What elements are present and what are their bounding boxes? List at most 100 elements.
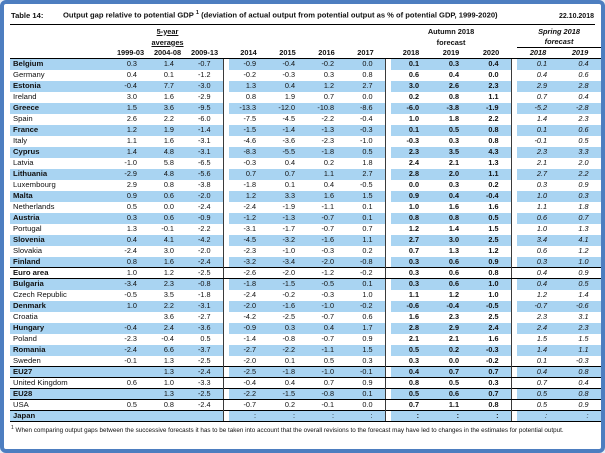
value-cell: 2.2 [163, 114, 174, 124]
value-cell: -2.6 [229, 267, 269, 280]
value-cell: 1.6 [149, 256, 186, 268]
column-group-separator [384, 58, 392, 70]
column-group-separator [384, 399, 392, 411]
column-group-separator [222, 234, 230, 246]
value-cell [112, 366, 149, 379]
value-cell: -0.5 [471, 300, 512, 312]
value-cell: -4.2 [186, 234, 224, 246]
value-cell: 0.4 [559, 58, 601, 70]
value-cell: -0.7 [517, 300, 560, 312]
row-label: Japan [10, 410, 112, 423]
value-cell: 3.4 [517, 234, 560, 246]
value-cell: -0.4 [268, 58, 308, 70]
value-cell: -2.5 [186, 267, 224, 280]
column-group-separator [222, 223, 230, 235]
value-cell: 0.2 [284, 400, 296, 410]
value-cell: -1.5 [229, 124, 269, 136]
column-group-separator [510, 212, 518, 224]
group-averages-label-2: averages [151, 37, 184, 47]
value-cell: 0.5 [323, 355, 335, 365]
value-cell: 0.5 [517, 388, 560, 401]
column-group-separator [222, 366, 230, 379]
value-cell: -1.5 [268, 388, 308, 401]
value-cell: 1.2 [149, 267, 186, 280]
value-cell: 0.8 [431, 212, 472, 224]
value-cell: -3.2 [268, 234, 308, 246]
value-cell: 0.9 [559, 179, 601, 191]
footnote: 1 When comparing output gaps between the… [11, 425, 564, 435]
value-cell [149, 410, 186, 423]
table-row: EU28 1.3 -2.5 -2.2 -1.5 -0.8 0.1 0.5 0.6 0.7 0.5 0.… [10, 388, 601, 401]
value-cell: 0.7 [323, 92, 335, 102]
row-label: Latvia [13, 158, 34, 168]
column-group-separator [384, 91, 392, 103]
value-cell: 3.3 [268, 190, 308, 202]
value-cell: 0.4 [517, 366, 560, 379]
value-cell: 0.5 [471, 212, 512, 224]
column-group-separator [384, 300, 392, 312]
value-cell: 4.1 [149, 234, 186, 246]
value-cell: 1.0 [517, 190, 560, 202]
column-group-separator [384, 322, 392, 334]
value-cell: 0.3 [391, 278, 432, 290]
value-cell: 0.4 [126, 70, 137, 80]
row-label: Italy [13, 136, 28, 146]
row-label: Greece [10, 102, 112, 114]
value-cell: : [471, 410, 512, 423]
value-cell: 2.7 [517, 168, 560, 180]
column-group-separator [384, 190, 392, 202]
column-group-separator [510, 289, 518, 301]
value-cell: -2.4 [243, 290, 257, 300]
column-group-separator [384, 80, 392, 92]
row-label: USA [13, 400, 29, 410]
value-cell: -3.8 [197, 180, 211, 190]
value-cell: -1.0 [282, 246, 296, 256]
value-cell: -2.0 [268, 267, 308, 280]
value-cell: -0.9 [229, 322, 269, 334]
table-row: Portugal 1.3 -0.1 -2.2 -3.1 -1.7 -0.7 0.7 1.2 1.4… [10, 223, 601, 235]
value-cell: 0.3 [362, 355, 373, 365]
col-2004-08: 2004-08 [149, 47, 186, 60]
value-cell: 0.6 [517, 212, 560, 224]
value-cell: 0.7 [323, 378, 335, 388]
value-cell: 1.0 [163, 378, 174, 388]
value-cell: 1.3 [126, 224, 137, 234]
value-cell: 0.1 [517, 124, 560, 136]
value-cell: 2.3 [536, 312, 548, 322]
column-group-separator [384, 245, 392, 257]
value-cell: -0.3 [471, 344, 512, 356]
column-group-separator [222, 168, 230, 180]
column-group-separator [384, 102, 392, 114]
value-cell: 2.4 [149, 322, 186, 334]
table-row: Romania -2.4 6.6 -3.7 -2.7 -2.2 -1.1 1.5 0.5 0.2-… [10, 344, 601, 356]
row-label: Denmark [10, 300, 112, 312]
column-group-separator [510, 278, 518, 290]
value-cell: -1.5 [268, 278, 308, 290]
table-row: USA 0.5 0.8 -2.4 -0.7 0.2 -0.1 0.0 0.7 1.1 0.8 0.5 0… [10, 399, 601, 411]
table-row: EU27 1.3 -2.4 -2.5 -1.8 -1.0 -0.1 0.4 0.7 0.7 0.4 0… [10, 366, 601, 379]
column-group-separator [510, 80, 518, 92]
value-cell: 2.0 [559, 157, 601, 169]
column-group-separator [222, 113, 230, 125]
value-cell: 0.4 [284, 378, 296, 388]
group-spring-label-2: forecast [544, 37, 574, 47]
row-label: Poland [13, 334, 37, 344]
value-cell: 3.3 [559, 146, 601, 158]
value-cell: 1.1 [448, 400, 460, 410]
table-row: Hungary -0.4 2.4 -3.6 -0.9 0.3 0.4 1.7 2.8 2.9 2.4… [10, 322, 601, 334]
value-cell: 1.9 [149, 124, 186, 136]
table-row: Netherlands 0.5 0.0 -2.4 -2.4 -1.9 -1.1 0.1 1.0 1… [10, 201, 601, 213]
value-cell: 4.1 [559, 234, 601, 246]
publication-date: 22.10.2018 [558, 12, 594, 20]
value-cell: -0.2 [282, 290, 296, 300]
value-cell: 0.2 [323, 158, 335, 168]
value-cell: 2.7 [346, 80, 386, 92]
value-cell: 0.6 [559, 69, 601, 81]
value-cell: 0.7 [536, 92, 548, 102]
value-cell: 1.8 [362, 158, 373, 168]
value-cell: -0.8 [186, 278, 224, 290]
value-cell: -0.3 [406, 136, 420, 146]
col-spring-2018: 2018 [517, 47, 560, 60]
value-cell: -3.4 [112, 278, 149, 290]
table-row: Czech Republic -0.5 3.5 -1.8 -2.4 -0.2 -0.3 1.0… [10, 289, 601, 301]
